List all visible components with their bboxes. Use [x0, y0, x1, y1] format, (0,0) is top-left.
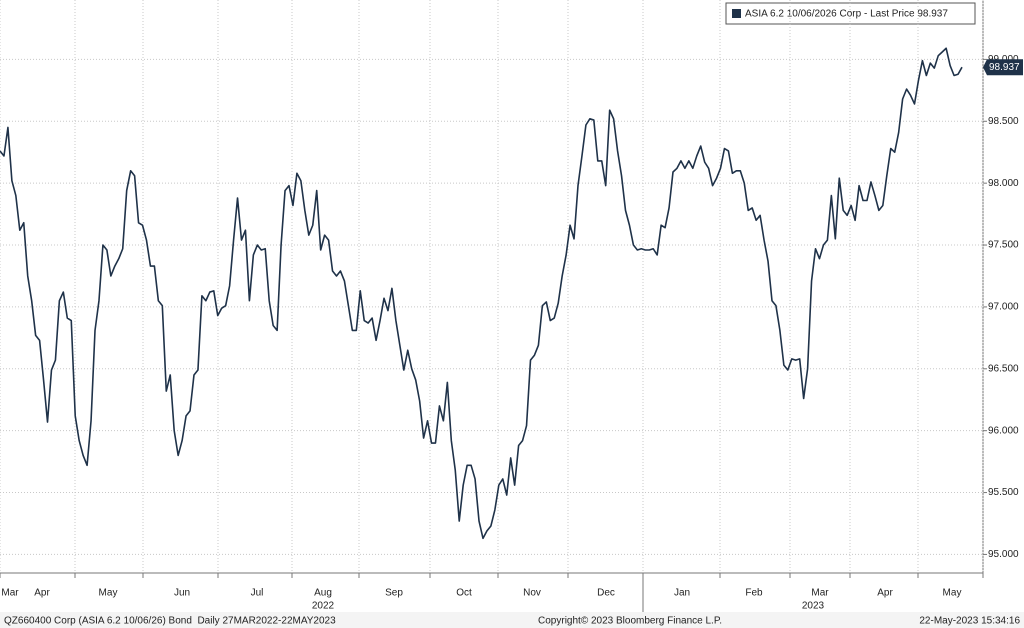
footer-right: 22-May-2023 15:34:16 [919, 616, 1020, 627]
x-tick-label: Nov [523, 588, 541, 599]
x-tick-label: Jun [174, 588, 190, 599]
x-tick-label: Dec [597, 588, 615, 599]
footer-center: Copyright© 2023 Bloomberg Finance L.P. [538, 616, 722, 627]
x-tick-label: Feb [745, 588, 763, 599]
y-tick-label: 97.000 [988, 302, 1019, 313]
legend-label: ASIA 6.2 10/06/2026 Corp - Last Price 98… [745, 9, 948, 20]
x-tick-label: May [943, 588, 962, 599]
y-tick-label: 95.000 [988, 549, 1019, 560]
y-tick-label: 96.500 [988, 363, 1019, 374]
x-tick-label: Sep [385, 588, 403, 599]
footer-left: QZ660400 Corp (ASIA 6.2 10/06/26) Bond D… [4, 616, 336, 627]
x-tick-label: Mar [811, 588, 829, 599]
y-tick-label: 98.000 [988, 178, 1019, 189]
x-tick-label: May [99, 588, 118, 599]
x-tick-label: Aug [314, 588, 332, 599]
last-price-label: 98.937 [989, 62, 1020, 73]
legend-swatch [732, 9, 741, 18]
x-tick-label: Mar [1, 588, 19, 599]
x-tick-label: Apr [877, 588, 893, 599]
footer-bar [0, 612, 1024, 628]
price-line [0, 47, 963, 540]
x-tick-label: Apr [34, 588, 50, 599]
x-tick-label: Oct [456, 588, 472, 599]
y-tick-label: 96.000 [988, 425, 1019, 436]
year-label: 2022 [312, 601, 335, 612]
y-tick-label: 95.500 [988, 487, 1019, 498]
x-tick-label: Jan [674, 588, 690, 599]
y-tick-label: 97.500 [988, 240, 1019, 251]
last-price-tag [983, 59, 1023, 76]
y-tick-label: 98.500 [988, 116, 1019, 127]
year-label: 2023 [802, 601, 825, 612]
x-tick-label: Jul [251, 588, 264, 599]
